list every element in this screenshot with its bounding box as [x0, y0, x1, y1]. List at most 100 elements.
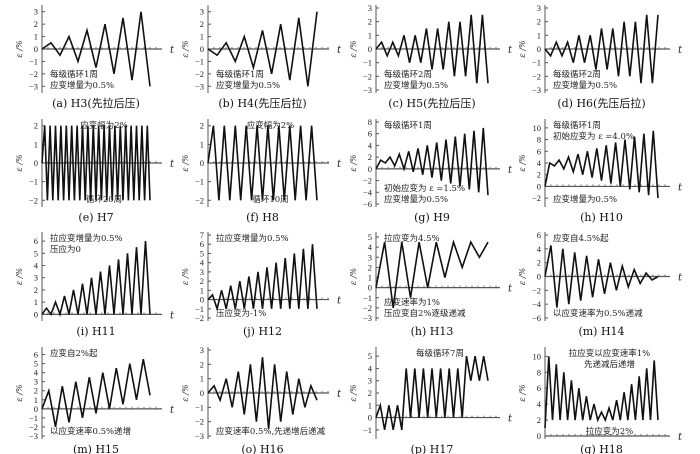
y-tick-label: −3: [532, 85, 541, 95]
y-tick-label: 4: [537, 158, 542, 168]
y-tick-label: 8: [537, 367, 541, 377]
t-axis-label: t: [170, 405, 175, 416]
t-axis-label: t: [508, 165, 513, 176]
panel-caption: (c) H5(先拉后压): [388, 96, 475, 110]
y-tick-label: 2: [537, 170, 541, 180]
y-tick-label: 1: [200, 32, 204, 42]
y-tick-label: −1: [29, 177, 38, 187]
y-tick-label: 3: [200, 345, 204, 355]
y-tick-label: 2: [34, 285, 38, 295]
y-tick-label: 8: [537, 135, 541, 145]
y-tick-label: 0: [537, 181, 541, 191]
panel-caption: (m) H14: [578, 325, 624, 338]
y-tick-label: 0: [537, 431, 541, 441]
t-axis-label: t: [337, 159, 342, 170]
y-tick-label: −1: [532, 58, 541, 68]
strain-path-line: [375, 14, 489, 84]
t-axis-label: t: [508, 45, 513, 56]
y-axis-label: ε /%: [181, 268, 190, 286]
annotation-text: 应变幅为2%: [80, 120, 128, 131]
y-tick-label: 2: [200, 19, 204, 29]
y-tick-label: −1: [195, 177, 204, 187]
y-tick-label: 3: [537, 3, 541, 13]
y-tick-label: 0: [34, 158, 38, 168]
y-tick-label: 1: [200, 374, 204, 384]
y-tick-label: 5: [368, 232, 372, 242]
y-tick-label: 4: [34, 261, 39, 271]
y-axis-label: ε /%: [518, 40, 527, 58]
y-tick-label: 0: [368, 283, 372, 293]
panel-caption: (d) H6(先压后拉): [557, 96, 645, 110]
y-tick-label: −1: [195, 402, 204, 412]
y-tick-label: 4: [537, 244, 542, 254]
y-axis-label: ε /%: [15, 268, 24, 286]
t-axis-label: t: [678, 273, 683, 284]
annotation-text: 每级循环2周: [553, 69, 601, 80]
y-tick-label: 2: [200, 359, 204, 369]
panel-caption: (o) H16: [241, 443, 283, 454]
panel-caption: (m) H15: [73, 443, 119, 454]
y-tick-label: −6: [363, 199, 372, 209]
annotation-text: 压应变自2%逐级递减: [384, 308, 466, 319]
y-axis-label: ε /%: [15, 384, 24, 402]
chart-panel-H7: −2 −1 0 1 2 t ε /% 应变幅为2% 循环20周 (e) H7: [15, 119, 175, 224]
annotation-text: 应变增量为0.5%: [50, 80, 114, 91]
y-tick-label: 0: [200, 158, 204, 168]
annotation-text: 拉应变增量为0.5%: [50, 233, 123, 244]
y-axis-label: ε /%: [181, 154, 190, 172]
y-tick-label: −4: [363, 187, 373, 197]
y-tick-label: −2: [195, 313, 204, 323]
y-tick-label: 0: [368, 164, 372, 174]
panel-caption: (e) H7: [78, 211, 113, 224]
y-tick-label: −3: [195, 431, 204, 441]
chart-panel-H8: −2 −1 0 1 2 t ε /% 应变幅为2% 循环10周 (f) H8: [181, 119, 342, 224]
annotation-text: 每级循环7周: [416, 348, 464, 359]
y-tick-label: 3: [368, 376, 372, 386]
y-tick-label: 4: [34, 368, 39, 378]
y-tick-label: −1: [195, 304, 204, 314]
y-tick-label: 0: [200, 295, 204, 305]
y-tick-label: −2: [363, 176, 372, 186]
chart-panel-H16: −3 −2 −1 0 1 2 3 t ε /% 应变速率0.5%,先递增后递减 (o) H16: [181, 345, 342, 454]
panel-caption: (p) H17: [411, 443, 454, 454]
y-tick-label: −2: [363, 71, 372, 81]
y-tick-label: 2: [368, 262, 372, 272]
y-tick-label: 3: [200, 7, 204, 17]
annotation-text: 压应变为-1%: [216, 308, 266, 319]
strain-path-line: [375, 127, 489, 196]
y-tick-label: 2: [34, 19, 38, 29]
panel-caption: (q) H18: [580, 443, 623, 454]
y-tick-label: 1: [537, 30, 541, 40]
panel-caption: (f) H8: [246, 211, 279, 224]
strain-path-line: [41, 241, 151, 318]
annotation-text: 应变自4.5%起: [553, 233, 609, 244]
y-tick-label: −3: [195, 81, 204, 91]
y-tick-label: 1: [200, 139, 204, 149]
y-tick-label: 3: [34, 377, 38, 387]
annotation-text: 应变速率为1%: [384, 297, 440, 308]
y-tick-label: 3: [34, 7, 38, 17]
y-tick-label: 10: [533, 123, 542, 133]
y-tick-label: 8: [368, 117, 372, 127]
annotation-text: 循环10周: [252, 194, 288, 205]
y-tick-label: 3: [368, 252, 372, 262]
y-tick-label: 2: [537, 415, 541, 425]
y-tick-label: 7: [200, 230, 204, 240]
annotation-text: 每级循环1周: [553, 120, 601, 131]
chart-panel-H17: −1 0 1 2 3 4 5 t ε /% 每级循环7周 (p) H17: [349, 347, 513, 454]
y-axis-label: ε /%: [518, 384, 527, 402]
y-tick-label: 1: [34, 32, 38, 42]
annotation-text: 拉应变以应变速率1%: [569, 348, 651, 359]
y-tick-label: 2: [368, 388, 372, 398]
annotation-text: 先递减后递增: [584, 359, 635, 370]
strain-path-line: [41, 125, 151, 201]
y-tick-label: −1: [29, 56, 38, 66]
y-tick-label: 6: [537, 383, 541, 393]
y-axis-label: ε /%: [349, 384, 358, 402]
annotation-text: 拉应变为2%: [586, 426, 634, 437]
